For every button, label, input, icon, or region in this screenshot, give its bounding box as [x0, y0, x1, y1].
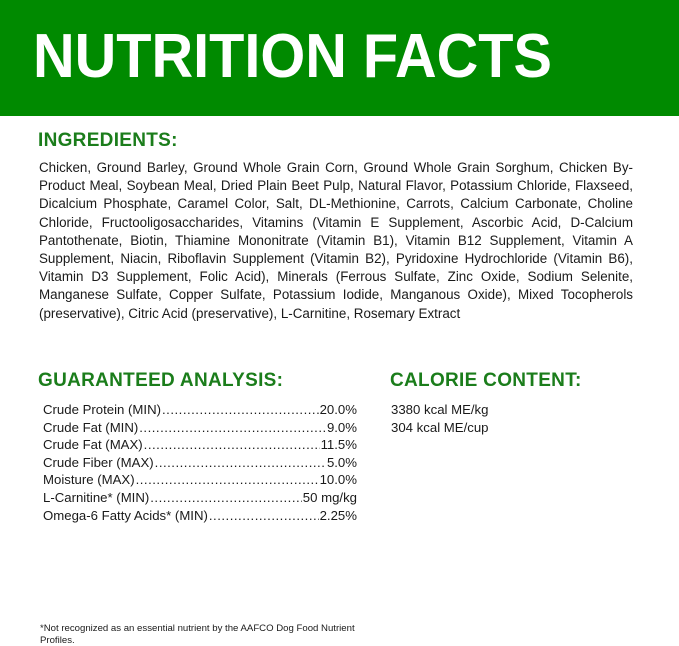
calorie-per-kg: 3380 kcal ME/kg [391, 402, 489, 417]
analysis-label: Moisture (MAX) [43, 472, 135, 488]
calorie-content-heading: CALORIE CONTENT: [390, 370, 582, 391]
guaranteed-analysis-table: Crude Protein (MIN) 20.0% Crude Fat (MIN)… [43, 401, 357, 524]
analysis-row: Crude Fat (MIN) 9.0% [43, 419, 357, 437]
analysis-label: Crude Fiber (MAX) [43, 454, 154, 470]
leader-dots [155, 454, 326, 472]
leader-dots [209, 507, 319, 525]
analysis-row: Crude Protein (MIN) 20.0% [43, 401, 357, 419]
analysis-label: Crude Protein (MIN) [43, 402, 161, 417]
title-banner: NUTRITION FACTS [0, 0, 679, 116]
analysis-row: Omega-6 Fatty Acids* (MIN) 2.25% [43, 507, 357, 525]
ingredients-heading: INGREDIENTS: [38, 130, 178, 151]
analysis-value: 10.0% [319, 472, 357, 488]
analysis-value: 11.5% [320, 437, 357, 453]
footnote: *Not recognized as an essential nutrient… [40, 623, 355, 646]
guaranteed-analysis-heading: GUARANTEED ANALYSIS: [38, 370, 284, 391]
analysis-label: L-Carnitine* (MIN) [43, 489, 150, 505]
analysis-label: Omega-6 Fatty Acids* (MIN) [43, 507, 208, 523]
analysis-row: Crude Fat (MAX) 11.5% [43, 436, 357, 454]
leader-dots [144, 436, 320, 454]
analysis-row: Crude Fiber (MAX) 5.0% [43, 454, 357, 472]
analysis-value: 50 mg/kg [302, 489, 357, 505]
analysis-row: Moisture (MAX) 10.0% [43, 471, 357, 489]
analysis-row: L-Carnitine* (MIN) 50 mg/kg [43, 489, 357, 507]
page-title: NUTRITION FACTS [33, 22, 552, 91]
analysis-value: 20.0% [319, 402, 357, 417]
leader-dots [139, 419, 326, 437]
analysis-value: 5.0% [326, 454, 357, 470]
calorie-content: 3380 kcal ME/kg 304 kcal ME/cup [391, 401, 489, 436]
analysis-label: Crude Fat (MAX) [43, 437, 143, 453]
leader-dots [150, 489, 301, 507]
leader-dots [162, 401, 319, 419]
analysis-value: 9.0% [326, 419, 357, 435]
analysis-value: 2.25% [319, 507, 357, 523]
calorie-per-cup: 304 kcal ME/cup [391, 419, 489, 435]
leader-dots [136, 471, 319, 489]
analysis-label: Crude Fat (MIN) [43, 419, 139, 435]
ingredients-text: Chicken, Ground Barley, Ground Whole Gra… [39, 160, 633, 321]
